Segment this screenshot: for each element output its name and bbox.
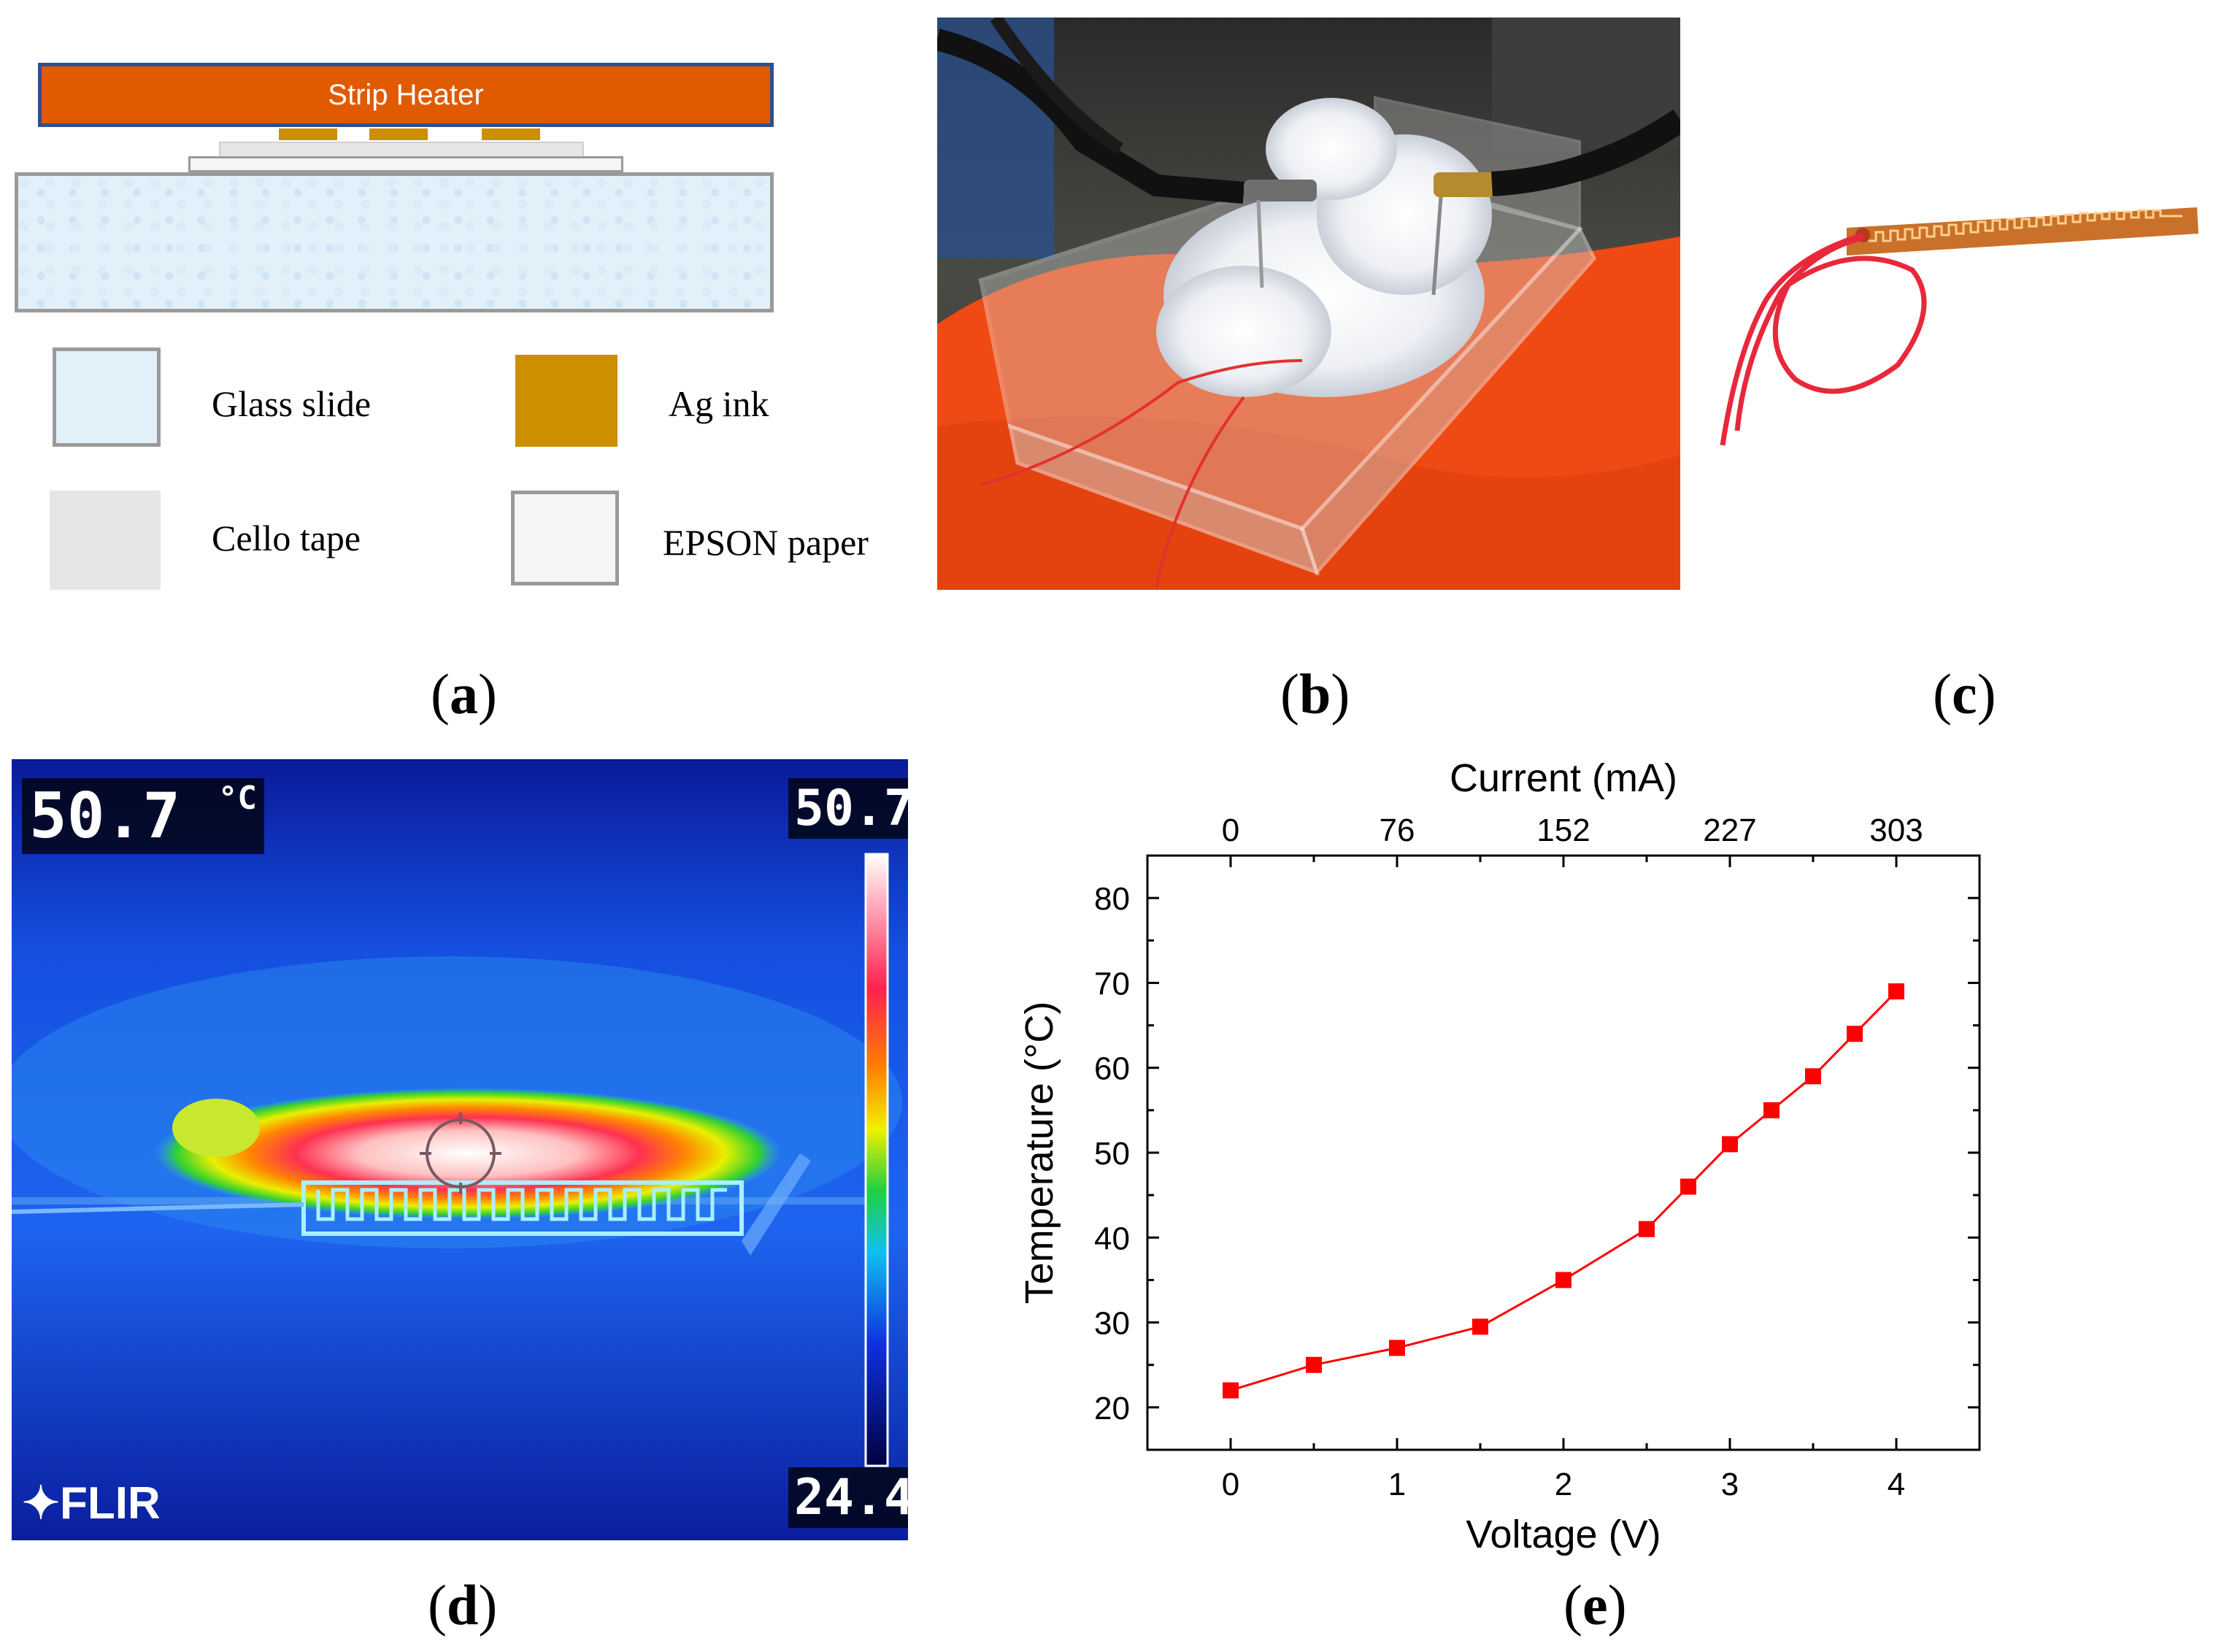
data-point — [1472, 1318, 1488, 1335]
cello-tape-swatch — [50, 491, 161, 590]
x2-tick-label: 0 — [1222, 812, 1239, 848]
strip-heater-label: Strip Heater — [328, 78, 484, 111]
data-point — [1680, 1178, 1696, 1195]
legend-cello-tape: Cello tape — [212, 518, 361, 558]
cello-tape-layer — [219, 142, 584, 158]
x-axis-label: Voltage (V) — [1466, 1513, 1661, 1556]
thermal-image: 50.7 °C 50.7 24.4 ✦FLIR — [12, 759, 908, 1540]
setup-photo-illustration — [937, 18, 1680, 590]
ag-ink-pad — [279, 128, 337, 140]
data-point — [1306, 1356, 1322, 1373]
plot-frame — [1146, 854, 1981, 1451]
top-axis-label: Current (mA) — [1450, 756, 1677, 800]
strip-heater: Strip Heater — [38, 63, 774, 127]
legend-glass-slide: Glass slide — [212, 383, 372, 424]
y-tick-label: 30 — [1094, 1306, 1130, 1342]
y-tick-label: 50 — [1094, 1136, 1130, 1172]
x-tick-label: 0 — [1222, 1467, 1239, 1502]
data-point — [1722, 1136, 1738, 1153]
panel-label-e: (e) — [1563, 1573, 1627, 1637]
scale-max: 50.7 — [788, 778, 908, 839]
panel-label-c: (c) — [1933, 662, 1996, 726]
flexible-heater-illustration — [1720, 207, 2198, 446]
x2-tick-label: 303 — [1869, 812, 1923, 848]
data-point — [1805, 1068, 1821, 1085]
data-point — [1223, 1382, 1239, 1399]
heater-photo — [1708, 197, 2204, 460]
ag-ink-swatch — [515, 355, 618, 447]
flir-logo: ✦FLIR — [22, 1478, 161, 1529]
spot-temperature: 50.7 °C — [22, 778, 264, 854]
x2-tick-label: 152 — [1536, 812, 1590, 848]
epson-paper-swatch — [511, 491, 619, 585]
data-point — [1847, 1026, 1863, 1042]
ag-ink-pad — [482, 128, 540, 140]
panel-label-a: (a) — [431, 662, 497, 726]
y-tick-label: 20 — [1094, 1391, 1130, 1426]
x-tick-label: 4 — [1888, 1467, 1905, 1502]
ag-ink-pad — [369, 128, 428, 140]
y-tick-label: 80 — [1094, 881, 1130, 917]
x2-tick-label: 227 — [1703, 812, 1756, 848]
thermal-heatmap — [12, 759, 908, 1540]
legend-epson-paper: EPSON paper — [663, 522, 869, 563]
data-point — [1763, 1102, 1780, 1118]
series-line — [1230, 991, 1898, 1392]
data-point — [1389, 1340, 1405, 1356]
setup-photo — [937, 18, 1680, 590]
y-axis-label: Temperature (°C) — [1017, 1002, 1061, 1305]
y-tick-label: 40 — [1094, 1221, 1130, 1256]
data-point — [1888, 983, 1904, 1000]
series-layer — [1223, 983, 1904, 1399]
data-point — [1555, 1272, 1571, 1288]
glass-slide-swatch — [53, 347, 161, 447]
panel-label-b: (b) — [1280, 662, 1350, 726]
axis-ticks — [1146, 856, 1981, 1450]
y-tick-label: 60 — [1094, 1051, 1130, 1087]
data-point — [1639, 1221, 1655, 1237]
x-tick-label: 2 — [1555, 1467, 1572, 1502]
epson-paper-layer — [188, 156, 623, 172]
x-tick-label: 1 — [1388, 1467, 1406, 1502]
glass-slide-layer — [15, 172, 774, 312]
x-tick-label: 3 — [1721, 1467, 1739, 1502]
panel-label-d: (d) — [428, 1573, 498, 1637]
x2-tick-label: 76 — [1380, 812, 1415, 848]
y-tick-label: 70 — [1094, 966, 1130, 1002]
scale-min: 24.4 — [788, 1467, 908, 1528]
legend-ag-ink: Ag ink — [669, 383, 769, 424]
